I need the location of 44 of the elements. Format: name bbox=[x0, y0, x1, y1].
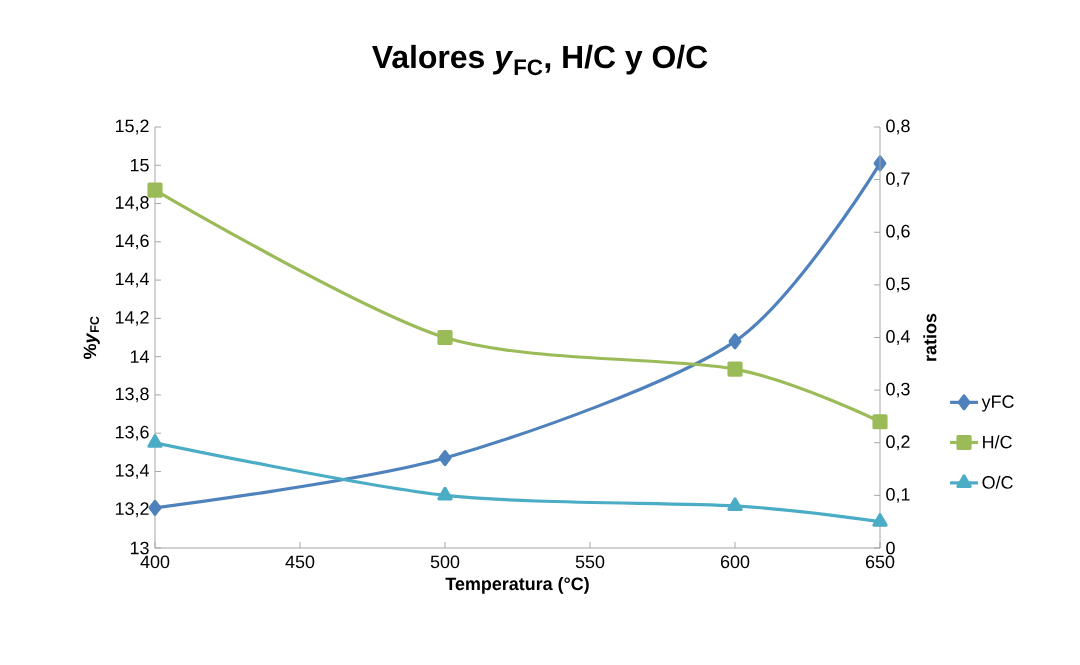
x-tick-label: 550 bbox=[575, 555, 605, 569]
point bbox=[438, 449, 452, 467]
y2-tick-label: 0,6 bbox=[886, 224, 910, 240]
y2-tick-label: 0,2 bbox=[886, 435, 910, 451]
point bbox=[727, 497, 743, 511]
y2-axis-title: ratios bbox=[923, 313, 937, 361]
point bbox=[148, 499, 162, 516]
point bbox=[872, 513, 888, 527]
y-tick-label: 15 bbox=[130, 159, 149, 172]
point bbox=[437, 329, 453, 346]
x-axis-title: Temperatura (°C) bbox=[445, 577, 589, 594]
y2-tick-label: 0,4 bbox=[886, 330, 910, 345]
x-tick-label: 450 bbox=[285, 555, 315, 569]
y-tick-label: 14,2 bbox=[115, 310, 149, 326]
y2-tick-label: 0,8 bbox=[886, 119, 910, 135]
y2-tick-label: 0,3 bbox=[886, 382, 910, 398]
y-tick-label: 14,6 bbox=[115, 234, 149, 250]
y-tick-label: 15,2 bbox=[115, 119, 149, 135]
legend-label: O/C bbox=[982, 475, 1013, 489]
y2-tick-label: 0 bbox=[886, 541, 895, 555]
point bbox=[147, 182, 163, 198]
y-tick-label: 13,2 bbox=[115, 502, 149, 518]
legend-label: H/C bbox=[983, 435, 1012, 449]
y-tick-label: 14,4 bbox=[115, 272, 149, 288]
point bbox=[437, 486, 453, 501]
y2-tick-label: 0,1 bbox=[886, 487, 910, 503]
y-tick-label: 13,8 bbox=[115, 387, 149, 403]
x-tick-label: 500 bbox=[430, 555, 460, 569]
point bbox=[727, 361, 743, 377]
y2-tick-label: 0,5 bbox=[886, 277, 910, 293]
y2-tick-label: 0,7 bbox=[886, 172, 910, 188]
point bbox=[728, 333, 742, 350]
y-tick-label: 13 bbox=[130, 541, 149, 555]
y-tick-label: 13,4 bbox=[115, 464, 149, 479]
point bbox=[872, 414, 888, 430]
chart-title: Valores y$_{FC}$, H/C y O/C bbox=[372, 44, 708, 76]
x-tick-label: 650 bbox=[865, 555, 895, 569]
y-tick-label: 14,8 bbox=[115, 196, 149, 211]
x-tick-label: 400 bbox=[140, 555, 170, 569]
y-tick-label: 13,6 bbox=[115, 425, 149, 441]
y-tick-label: 14 bbox=[130, 350, 149, 363]
legend-label: yFC bbox=[981, 395, 1014, 412]
x-tick-label: 600 bbox=[720, 555, 750, 569]
point bbox=[147, 434, 163, 448]
